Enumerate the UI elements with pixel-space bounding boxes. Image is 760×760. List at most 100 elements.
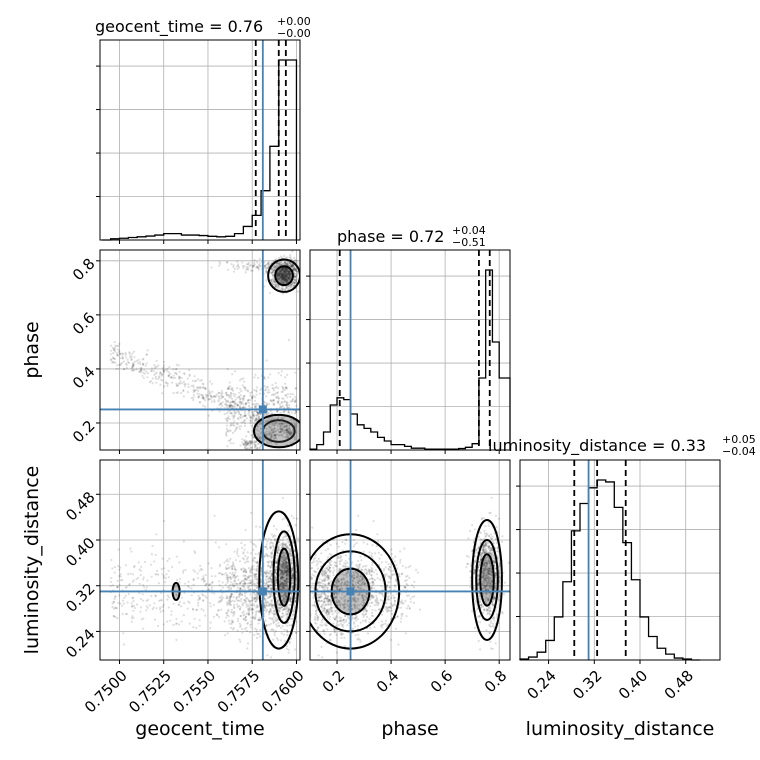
sample-point <box>247 411 251 414</box>
sample-point <box>281 583 284 586</box>
sample-point <box>209 621 212 624</box>
sample-point <box>243 397 246 400</box>
sample-point <box>488 562 491 565</box>
sample-point <box>162 367 165 370</box>
sample-point <box>291 572 294 576</box>
sample-point <box>284 563 287 567</box>
sample-point <box>194 551 197 555</box>
sample-point <box>276 550 279 554</box>
sample-point <box>252 608 255 611</box>
sample-point <box>287 609 290 612</box>
sample-point <box>282 278 285 281</box>
sample-point <box>143 372 146 375</box>
sample-point <box>242 267 245 270</box>
sample-point <box>113 606 117 609</box>
sample-point <box>252 415 255 418</box>
sample-point <box>280 275 283 278</box>
sample-point <box>204 614 207 617</box>
sample-point <box>284 584 287 587</box>
sample-point <box>207 398 210 401</box>
sample-point <box>255 628 258 631</box>
sample-point <box>265 575 268 578</box>
sample-point <box>255 572 258 576</box>
sample-point <box>290 592 293 595</box>
sample-point <box>245 629 248 633</box>
sample-point <box>161 392 164 395</box>
sample-point <box>239 582 242 585</box>
sample-point <box>494 580 497 584</box>
sample-point <box>291 566 294 570</box>
sample-point <box>242 574 245 578</box>
sample-point <box>373 587 376 590</box>
sample-point <box>171 381 174 384</box>
sample-point <box>229 600 232 603</box>
sample-point <box>121 604 124 607</box>
sample-point <box>283 278 286 281</box>
sample-point <box>175 368 178 371</box>
sample-point <box>281 268 284 272</box>
sample-point <box>287 651 290 654</box>
sample-point <box>128 582 131 586</box>
sample-point <box>227 567 230 570</box>
sample-point <box>291 572 294 575</box>
sample-point <box>285 278 288 281</box>
sample-point <box>209 627 212 630</box>
sample-point <box>490 621 493 624</box>
sample-point <box>245 605 248 608</box>
sample-point <box>284 543 287 546</box>
sample-point <box>272 429 275 432</box>
sample-point <box>233 267 236 270</box>
sample-point <box>284 578 288 581</box>
sample-point <box>253 440 256 443</box>
sample-point <box>167 606 170 609</box>
sample-point <box>293 268 297 271</box>
sample-point <box>265 604 268 608</box>
sample-point <box>277 547 280 550</box>
sample-point <box>165 382 168 385</box>
sample-point <box>254 575 257 578</box>
sample-point <box>213 400 216 403</box>
sample-point <box>154 365 157 368</box>
sample-point <box>245 444 248 447</box>
sample-point <box>481 570 484 574</box>
sample-point <box>256 411 259 414</box>
sample-point <box>273 634 276 637</box>
sample-point <box>287 280 290 283</box>
sample-point <box>155 365 159 368</box>
sample-point <box>255 595 258 598</box>
sample-point <box>287 270 290 273</box>
sample-point <box>282 536 285 539</box>
sample-point <box>268 433 271 436</box>
sample-point <box>281 269 284 272</box>
panel-frame <box>99 39 301 241</box>
sample-point <box>265 543 268 546</box>
sample-point <box>239 415 242 418</box>
sample-point <box>276 391 279 394</box>
sample-point <box>232 627 235 630</box>
sample-point <box>493 561 497 564</box>
sample-point <box>284 280 287 283</box>
sample-point <box>284 278 287 281</box>
sample-point <box>280 626 283 629</box>
sample-point <box>252 410 255 413</box>
sample-point <box>485 561 488 565</box>
sample-point <box>232 621 235 624</box>
sample-point <box>277 545 280 548</box>
sample-point <box>249 600 252 603</box>
sample-point <box>279 583 282 586</box>
sample-point <box>272 437 275 440</box>
sample-point <box>273 280 277 283</box>
sample-point <box>157 375 161 378</box>
sample-point <box>230 565 233 568</box>
sample-point <box>343 562 346 565</box>
sample-point <box>271 611 274 615</box>
sample-point <box>274 571 277 574</box>
sample-point <box>226 567 229 571</box>
sample-point <box>274 613 277 616</box>
sample-point <box>285 279 289 282</box>
sample-point <box>264 571 267 574</box>
sample-point <box>218 264 221 267</box>
sample-point <box>242 377 245 380</box>
sample-point <box>196 572 199 575</box>
sample-point <box>250 439 253 442</box>
